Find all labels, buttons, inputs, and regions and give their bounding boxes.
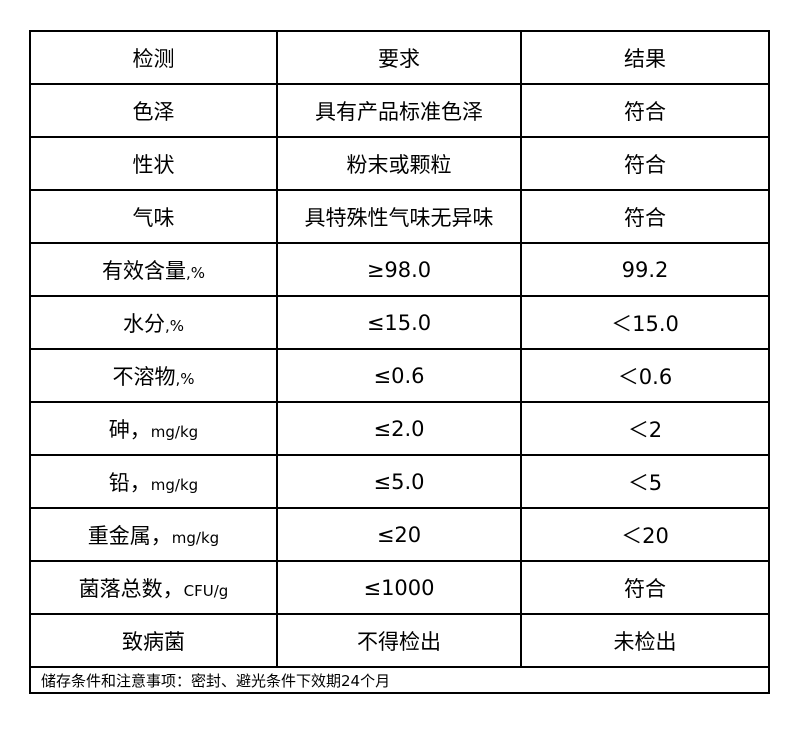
item-unit: mg/kg bbox=[150, 422, 199, 441]
item-cell: 砷，mg/kg bbox=[29, 401, 278, 456]
requirement-cell: ≤2.0 bbox=[276, 401, 522, 456]
requirement-cell: ≤5.0 bbox=[276, 454, 522, 509]
result-cell: ＜15.0 bbox=[520, 295, 770, 350]
item-cell: 有效含量,% bbox=[29, 242, 278, 297]
item-name: 水分 bbox=[122, 311, 165, 336]
requirement-cell: 不得检出 bbox=[276, 613, 522, 668]
item-cell: 水分,% bbox=[29, 295, 278, 350]
item-unit: CFU/g bbox=[183, 581, 229, 600]
item-name: 铅， bbox=[108, 470, 151, 495]
table-row: 色泽 具有产品标准色泽 符合 bbox=[29, 83, 770, 138]
requirement-cell: ≤0.6 bbox=[276, 348, 522, 403]
inspection-table: 检测 要求 结果 色泽 具有产品标准色泽 符合 性状 粉末或颗粒 符合 气味 具特殊性气味无异… bbox=[29, 30, 770, 694]
table-row: 铅，mg/kg ≤5.0 ＜5 bbox=[29, 454, 770, 509]
storage-note: 储存条件和注意事项：密封、避光条件下效期24个月 bbox=[29, 666, 770, 694]
item-cell: 气味 bbox=[29, 189, 278, 244]
item-name: 气味 bbox=[132, 205, 175, 230]
item-cell: 菌落总数，CFU/g bbox=[29, 560, 278, 615]
item-name: 砷， bbox=[108, 417, 151, 442]
requirement-cell: 粉末或颗粒 bbox=[276, 136, 522, 191]
table-row: 菌落总数，CFU/g ≤1000 符合 bbox=[29, 560, 770, 615]
requirement-cell: 具有产品标准色泽 bbox=[276, 83, 522, 138]
item-name: 不溶物 bbox=[112, 364, 176, 389]
result-cell: ＜20 bbox=[520, 507, 770, 562]
result-cell: 符合 bbox=[520, 136, 770, 191]
requirement-cell: ≤15.0 bbox=[276, 295, 522, 350]
item-cell: 重金属，mg/kg bbox=[29, 507, 278, 562]
item-name: 重金属， bbox=[87, 523, 172, 548]
header-result: 结果 bbox=[520, 30, 770, 85]
result-cell: 符合 bbox=[520, 560, 770, 615]
table-row: 有效含量,% ≥98.0 99.2 bbox=[29, 242, 770, 297]
table-row: 不溶物,% ≤0.6 ＜0.6 bbox=[29, 348, 770, 403]
result-cell: 未检出 bbox=[520, 613, 770, 668]
item-unit: mg/kg bbox=[150, 475, 199, 494]
item-name: 菌落总数， bbox=[78, 576, 184, 601]
result-cell: 99.2 bbox=[520, 242, 770, 297]
item-unit: ,% bbox=[175, 369, 195, 388]
requirement-cell: ≤20 bbox=[276, 507, 522, 562]
table-row: 重金属，mg/kg ≤20 ＜20 bbox=[29, 507, 770, 562]
item-cell: 致病菌 bbox=[29, 613, 278, 668]
item-cell: 色泽 bbox=[29, 83, 278, 138]
requirement-cell: ≥98.0 bbox=[276, 242, 522, 297]
header-item: 检测 bbox=[29, 30, 278, 85]
table-row: 砷，mg/kg ≤2.0 ＜2 bbox=[29, 401, 770, 456]
item-name: 有效含量 bbox=[101, 258, 186, 283]
result-cell: ＜5 bbox=[520, 454, 770, 509]
requirement-cell: ≤1000 bbox=[276, 560, 522, 615]
item-name: 致病菌 bbox=[122, 629, 185, 654]
item-unit: mg/kg bbox=[171, 528, 220, 547]
table-row: 性状 粉末或颗粒 符合 bbox=[29, 136, 770, 191]
result-cell: ＜0.6 bbox=[520, 348, 770, 403]
footer-row: 储存条件和注意事项：密封、避光条件下效期24个月 bbox=[29, 666, 770, 694]
result-cell: 符合 bbox=[520, 189, 770, 244]
item-name: 色泽 bbox=[132, 99, 175, 124]
table-row: 致病菌 不得检出 未检出 bbox=[29, 613, 770, 668]
item-cell: 铅，mg/kg bbox=[29, 454, 278, 509]
item-unit: ,% bbox=[185, 263, 206, 282]
item-unit: ,% bbox=[164, 316, 185, 335]
result-cell: ＜2 bbox=[520, 401, 770, 456]
requirement-cell: 具特殊性气味无异味 bbox=[276, 189, 522, 244]
item-cell: 性状 bbox=[29, 136, 278, 191]
item-name: 性状 bbox=[132, 152, 175, 177]
header-row: 检测 要求 结果 bbox=[29, 30, 770, 85]
item-cell: 不溶物,% bbox=[29, 348, 278, 403]
result-cell: 符合 bbox=[520, 83, 770, 138]
table-row: 水分,% ≤15.0 ＜15.0 bbox=[29, 295, 770, 350]
table-row: 气味 具特殊性气味无异味 符合 bbox=[29, 189, 770, 244]
header-requirement: 要求 bbox=[276, 30, 522, 85]
